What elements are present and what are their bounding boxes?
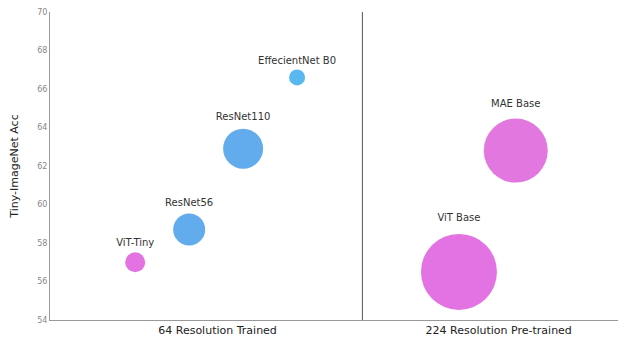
svg-text:68: 68 [37,46,47,55]
svg-text:ViT-Tiny: ViT-Tiny [116,237,154,248]
svg-text:54: 54 [37,316,47,325]
svg-text:58: 58 [37,239,47,248]
svg-text:66: 66 [37,85,47,94]
svg-text:60: 60 [37,200,47,209]
svg-text:ResNet56: ResNet56 [165,197,213,208]
svg-text:64: 64 [37,123,47,132]
svg-text:MAE Base: MAE Base [491,98,540,109]
svg-text:62: 62 [37,162,47,171]
svg-text:Tiny-ImageNet Acc: Tiny-ImageNet Acc [8,114,21,218]
svg-text:56: 56 [37,277,47,286]
svg-text:64 Resolution Trained: 64 Resolution Trained [158,324,277,337]
svg-text:ResNet110: ResNet110 [216,111,271,122]
svg-text:70: 70 [37,8,47,17]
svg-text:224 Resolution Pre-trained: 224 Resolution Pre-trained [426,324,572,337]
svg-text:EffecientNet B0: EffecientNet B0 [258,55,336,66]
svg-text:ViT Base: ViT Base [437,212,480,223]
